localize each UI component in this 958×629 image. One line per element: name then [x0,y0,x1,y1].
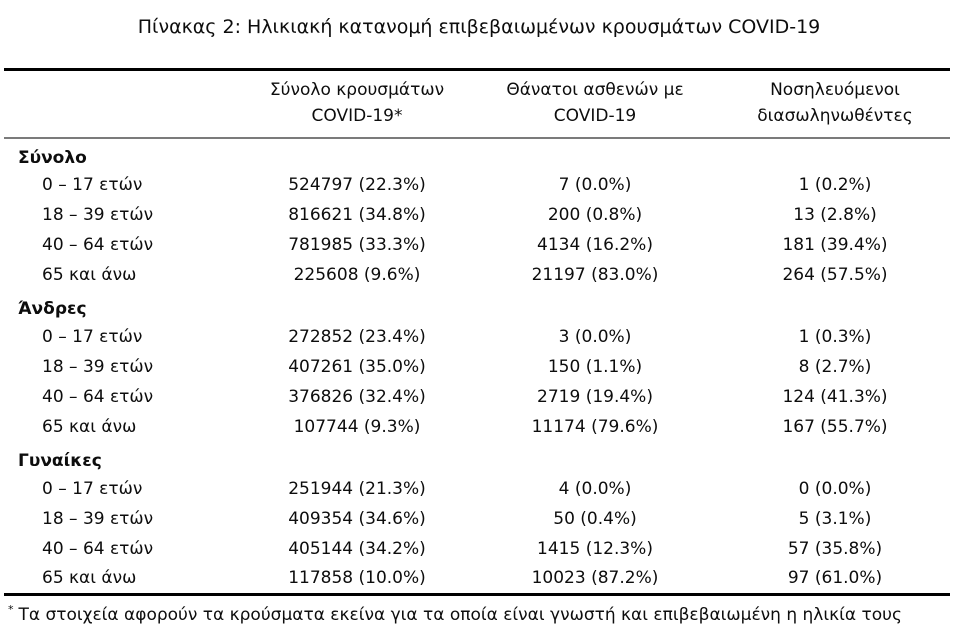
age-label: 0 – 17 ετών [42,175,143,195]
age-label: 65 και άνω [42,417,137,437]
table-row: 18 – 39 ετών 816621 (34.8%) 200 (0.8%) 1… [4,200,950,230]
deaths-value: 200 (0.8%) [547,205,643,225]
deaths-value: 2719 (19.4%) [537,387,653,407]
column-header-empty [4,69,244,139]
deaths-value: 10023 (87.2%) [531,568,659,589]
deaths-value: 1415 (12.3%) [537,539,653,559]
intubated-value: 13 (2.8%) [793,205,877,225]
footnote-asterisk: * [8,603,14,617]
deaths-value: 150 (1.1%) [547,357,643,377]
table-row: 40 – 64 ετών 376826 (32.4%) 2719 (19.4%)… [4,382,950,412]
cases-value: 405144 (34.2%) [288,539,426,559]
cases-value: 816621 (34.8%) [288,205,426,225]
deaths-value: 3 (0.0%) [558,327,632,347]
intubated-value: 0 (0.0%) [798,479,872,499]
cases-value: 376826 (32.4%) [288,387,426,407]
deaths-value: 50 (0.4%) [553,509,637,529]
column-header-intubated-line1: Νοσηλευόμενοι [770,80,900,100]
cases-value: 409354 (34.6%) [288,509,426,529]
age-label: 18 – 39 ετών [42,509,154,529]
footnote-text: Τα στοιχεία αφορούν τα κρούσματα εκείνα … [18,605,902,625]
intubated-value: 167 (55.7%) [782,417,888,437]
deaths-value: 11174 (79.6%) [531,417,659,437]
table-row: 0 – 17 ετών 272852 (23.4%) 3 (0.0%) 1 (0… [4,322,950,352]
age-label: 40 – 64 ετών [42,387,154,407]
cases-value: 251944 (21.3%) [288,479,426,499]
cases-value: 117858 (10.0%) [288,568,426,589]
page-title: Πίνακας 2: Ηλικιακή κατανομή επιβεβαιωμέ… [137,16,821,38]
age-label: 65 και άνω [42,568,137,589]
deaths-value: 21197 (83.0%) [531,265,659,285]
cases-value: 407261 (35.0%) [288,357,426,377]
cases-value: 225608 (9.6%) [293,265,421,285]
table-row: 18 – 39 ετών 407261 (35.0%) 150 (1.1%) 8… [4,352,950,382]
column-header-deaths-line1: Θάνατοι ασθενών με [506,80,684,100]
intubated-value: 57 (35.8%) [787,539,883,559]
intubated-value: 5 (3.1%) [798,509,872,529]
table-row: 40 – 64 ετών 781985 (33.3%) 4134 (16.2%)… [4,230,950,260]
section-header-row-men: Άνδρες [4,290,950,322]
cases-value: 272852 (23.4%) [288,327,426,347]
intubated-value: 8 (2.7%) [798,357,872,377]
section-label: Άνδρες [18,299,87,319]
age-distribution-table: Σύνολο κρουσμάτων COVID-19* Θάνατοι ασθε… [4,68,950,596]
column-header-intubated: Νοσηλευόμενοι διασωληνωθέντες [720,69,950,139]
table-row: 65 και άνω 117858 (10.0%) 10023 (87.2%) … [4,564,950,594]
intubated-value: 124 (41.3%) [782,387,888,407]
section-header-row-women: Γυναίκες [4,442,950,474]
age-label: 0 – 17 ετών [42,479,143,499]
cases-value: 781985 (33.3%) [288,235,426,255]
intubated-value: 1 (0.2%) [798,175,872,195]
column-header-deaths-line2: COVID-19 [553,106,637,126]
age-label: 40 – 64 ετών [42,235,154,255]
intubated-value: 97 (61.0%) [787,568,883,589]
column-header-cases-line1: Σύνολο κρουσμάτων [269,80,445,100]
table-row: 40 – 64 ετών 405144 (34.2%) 1415 (12.3%)… [4,534,950,564]
deaths-value: 4134 (16.2%) [537,235,653,255]
cases-value: 107744 (9.3%) [293,417,421,437]
age-label: 40 – 64 ετών [42,539,154,559]
table-row: 0 – 17 ετών 524797 (22.3%) 7 (0.0%) 1 (0… [4,170,950,200]
intubated-value: 264 (57.5%) [782,265,888,285]
intubated-value: 1 (0.3%) [798,327,872,347]
section-label: Σύνολο [18,147,87,168]
section-header-row-total: Σύνολο [4,138,950,170]
column-header-intubated-line2: διασωληνωθέντες [757,106,913,126]
age-label: 65 και άνω [42,265,137,285]
deaths-value: 4 (0.0%) [558,479,632,499]
table-row: 0 – 17 ετών 251944 (21.3%) 4 (0.0%) 0 (0… [4,474,950,504]
age-label: 18 – 39 ετών [42,357,154,377]
table-row: 65 και άνω 107744 (9.3%) 11174 (79.6%) 1… [4,412,950,442]
age-label: 0 – 17 ετών [42,327,143,347]
cases-value: 524797 (22.3%) [288,175,426,195]
deaths-value: 7 (0.0%) [558,175,632,195]
table-row: 65 και άνω 225608 (9.6%) 21197 (83.0%) 2… [4,260,950,290]
column-header-cases: Σύνολο κρουσμάτων COVID-19* [244,69,470,139]
column-header-cases-line2: COVID-19* [311,106,403,126]
header-row: Σύνολο κρουσμάτων COVID-19* Θάνατοι ασθε… [4,69,950,139]
table-row: 18 – 39 ετών 409354 (34.6%) 50 (0.4%) 5 … [4,504,950,534]
footnote: * Τα στοιχεία αφορούν τα κρούσματα εκείνα… [8,603,954,627]
column-header-deaths: Θάνατοι ασθενών με COVID-19 [470,69,720,139]
intubated-value: 181 (39.4%) [782,235,888,255]
section-label: Γυναίκες [18,451,102,471]
age-label: 18 – 39 ετών [42,205,154,225]
